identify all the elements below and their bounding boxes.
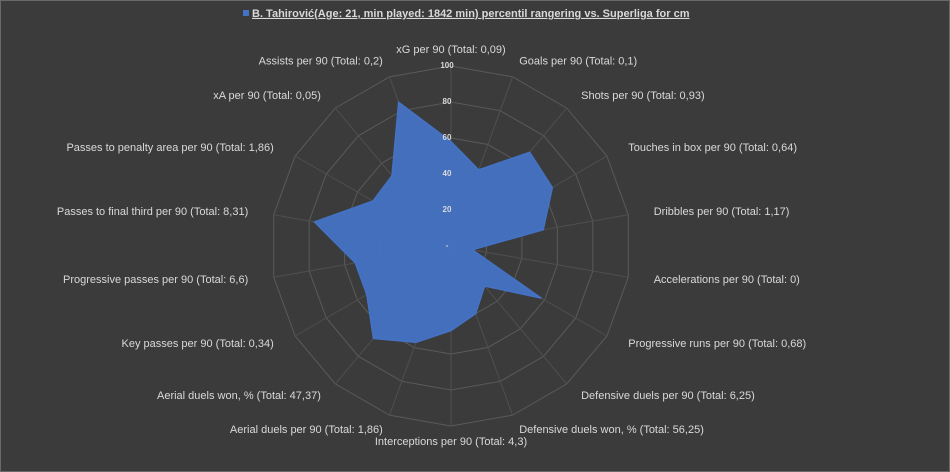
- legend-swatch: [243, 10, 249, 16]
- tick-label: 100: [440, 61, 454, 70]
- category-label: xA per 90 (Total: 0,05): [213, 90, 321, 102]
- spoke: [450, 245, 629, 278]
- tick-label: -: [446, 241, 449, 250]
- category-label: Dribbles per 90 (Total: 1,17): [654, 206, 790, 218]
- category-label: Key passes per 90 (Total: 0,34): [122, 338, 274, 350]
- category-label: Interceptions per 90 (Total: 4,3): [375, 436, 527, 448]
- category-label: xG per 90 (Total: 0,09): [396, 44, 505, 56]
- category-label: Touches in box per 90 (Total: 0,64): [628, 142, 797, 154]
- tick-label: 80: [443, 97, 452, 106]
- category-label: Progressive passes per 90 (Total: 6,6): [63, 274, 248, 286]
- category-label: Defensive duels per 90 (Total: 6,25): [581, 390, 755, 402]
- category-label: Shots per 90 (Total: 0,93): [581, 90, 705, 102]
- tick-label: 20: [443, 205, 452, 214]
- radar-area: [313, 100, 554, 344]
- legend-label: B. Tahirović(Age: 21, min played: 1842 m…: [252, 8, 690, 20]
- category-label: Passes to penalty area per 90 (Total: 1,…: [66, 142, 273, 154]
- category-label: Aerial duels won, % (Total: 47,37): [157, 390, 321, 402]
- category-label: Progressive runs per 90 (Total: 0,68): [628, 338, 806, 350]
- category-label: Accelerations per 90 (Total: 0): [654, 274, 800, 286]
- category-label: Goals per 90 (Total: 0,1): [519, 56, 637, 68]
- category-label: Aerial duels per 90 (Total: 1,86): [230, 424, 383, 436]
- category-label: Passes to final third per 90 (Total: 8,3…: [57, 206, 248, 218]
- tick-label: 40: [443, 169, 452, 178]
- category-label: Assists per 90 (Total: 0,2): [259, 56, 383, 68]
- tick-label: 60: [443, 133, 452, 142]
- category-label: Defensive duels won, % (Total: 56,25): [519, 424, 704, 436]
